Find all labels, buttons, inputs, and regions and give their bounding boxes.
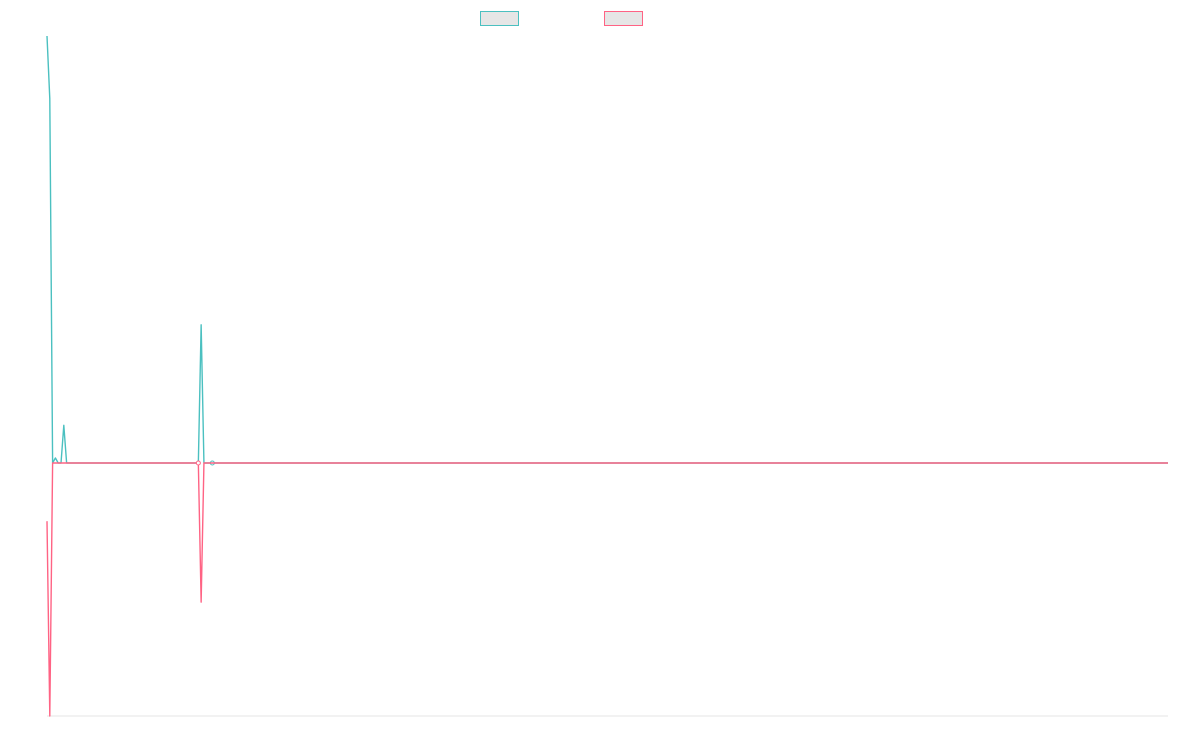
legend-swatch-series-2 (604, 10, 643, 26)
series-2-line (46, 462, 1168, 717)
series-layer (46, 35, 1168, 717)
chart-legend (0, 8, 1200, 28)
legend-item-series-2[interactable] (604, 8, 649, 28)
series-2-point-1[interactable] (195, 460, 201, 466)
legend-item-series-1[interactable] (480, 8, 525, 28)
series-1-line (46, 35, 1168, 464)
legend-swatch-series-1 (480, 10, 519, 26)
series-1 (46, 35, 1168, 466)
series-2 (46, 460, 1168, 717)
